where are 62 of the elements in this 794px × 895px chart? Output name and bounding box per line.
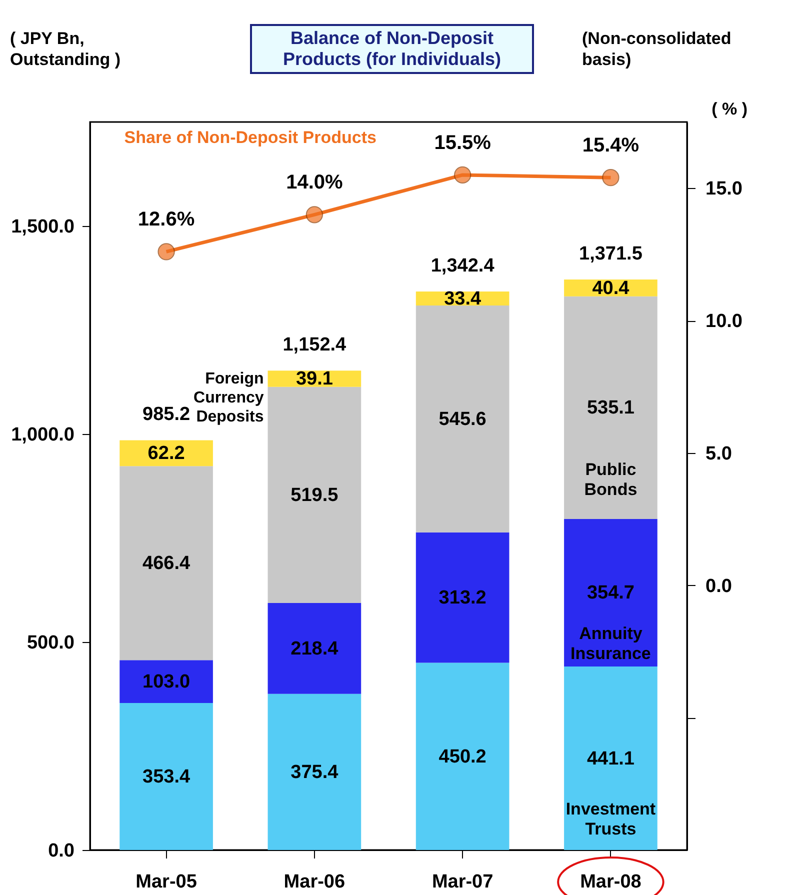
data-label: 353.4 <box>142 766 190 788</box>
bar <box>416 662 510 850</box>
chart-title: Balance of Non-Deposit Products (for Individuals) <box>250 24 534 74</box>
total-label: 1,342.4 <box>430 256 495 277</box>
bar <box>564 666 658 850</box>
bar <box>120 660 213 703</box>
text: (Non-consolidated basis) <box>582 28 732 70</box>
y2-axis-title: ( % ) <box>712 100 748 118</box>
bar <box>268 386 362 603</box>
data-label: 62.2 <box>148 443 185 464</box>
data-label: 313.2 <box>438 588 486 609</box>
bar <box>268 602 362 694</box>
data-label: 535.1 <box>586 398 635 419</box>
data-label: 103.0 <box>142 672 190 693</box>
data-label: 354.7 <box>586 582 634 604</box>
series-label: Foreign Currency Deposits <box>194 370 264 426</box>
data-label: 39.1 <box>296 368 334 390</box>
x-tick-label: Mar-06 <box>284 872 346 892</box>
data-label: 15.5% <box>434 132 492 154</box>
total-label: 1,152.4 <box>282 334 347 356</box>
bar <box>564 518 658 666</box>
bar <box>120 466 213 660</box>
point <box>454 166 472 184</box>
x-tick-label: Mar-07 <box>432 872 494 892</box>
data-label: 14.0% <box>286 172 343 194</box>
series-label: Public Bonds <box>584 460 638 499</box>
y-tick-label: 1,500.0 <box>11 216 74 238</box>
point <box>306 206 323 224</box>
bar <box>268 694 362 850</box>
y-tick-label: 1,000.0 <box>11 424 74 446</box>
x-tick-label: Mar-08 <box>580 872 642 892</box>
y2-tick-label: 5.0 <box>706 443 732 464</box>
bar <box>120 702 213 850</box>
data-label: 40.4 <box>592 278 630 299</box>
data-label: 375.4 <box>290 762 339 783</box>
data-label: 441.1 <box>586 748 635 770</box>
bar <box>564 296 658 519</box>
y2-tick-label: 0.0 <box>706 576 732 597</box>
series-label: Investment Trusts <box>566 800 656 839</box>
data-label: 450.2 <box>438 746 486 768</box>
y2-tick-label: 15.0 <box>706 178 742 200</box>
series-label: Annuity Insurance <box>570 624 651 664</box>
total-label: 1,371.5 <box>579 244 643 265</box>
data-label: 466.4 <box>142 553 190 574</box>
x-tick-label: Mar-05 <box>136 872 198 892</box>
y-axis-title: ( JPY Bn, Outstanding ) <box>10 28 122 70</box>
y-tick-label: 0.0 <box>48 840 74 862</box>
point <box>158 243 175 260</box>
point <box>602 169 620 186</box>
data-label: 519.5 <box>290 484 339 506</box>
data-label: 15.4% <box>582 134 640 157</box>
data-label: 545.6 <box>438 408 486 430</box>
total-label: 985.2 <box>142 404 190 426</box>
data-label: 33.4 <box>444 288 482 310</box>
bar <box>120 440 213 466</box>
y-tick-label: 500.0 <box>26 632 74 654</box>
y2-tick-label: 10.0 <box>706 311 742 332</box>
data-label: 12.6% <box>138 208 195 231</box>
data-label: 218.4 <box>290 638 339 660</box>
bar <box>416 532 510 663</box>
bar <box>416 305 510 532</box>
text: Share of Non-Deposit Products <box>124 128 376 147</box>
